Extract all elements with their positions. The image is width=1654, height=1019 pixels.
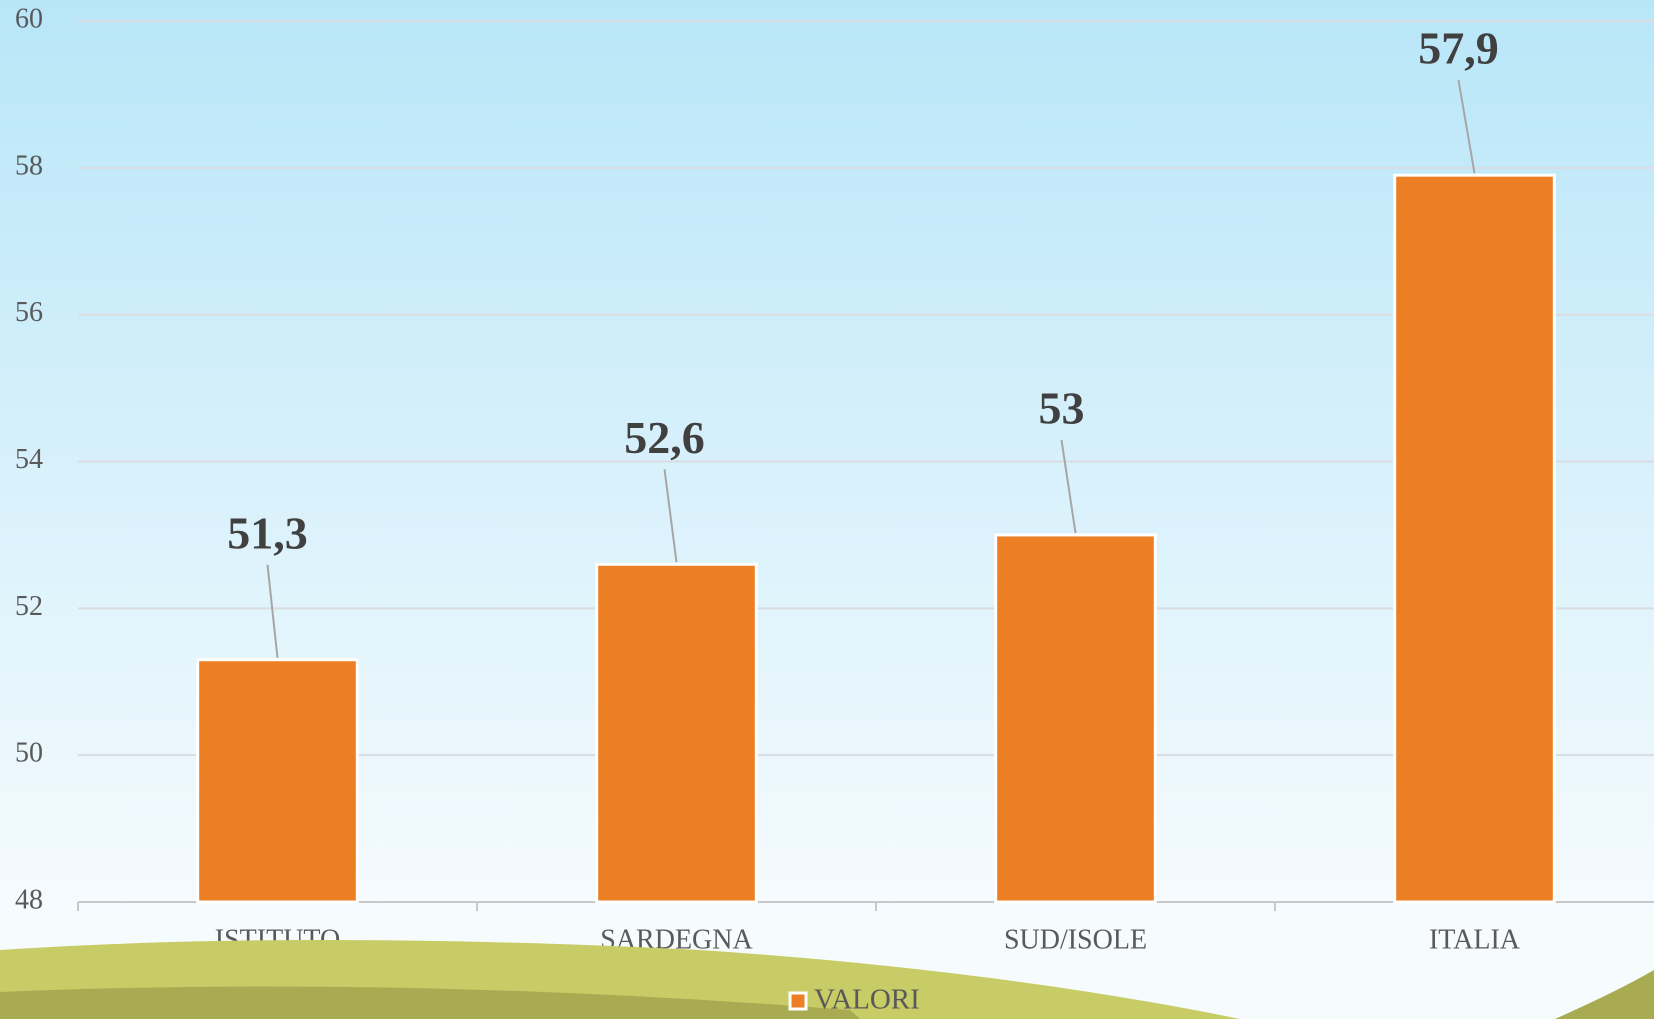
y-tick-label: 54 [15,444,43,475]
x-tick-label: ITALIA [1429,924,1521,955]
bar [1393,173,1556,904]
y-tick-label: 60 [15,3,43,34]
leader-line [1060,439,1077,534]
leader-line [1457,80,1476,174]
legend-label: VALORI [814,984,920,1016]
data-label: 57,9 [1418,23,1499,74]
data-label: 51,3 [227,507,308,558]
bar [994,533,1157,904]
x-tick-label: SUD/ISOLE [1004,924,1147,955]
y-tick-label: 50 [15,738,43,769]
y-tick-label: 56 [15,297,43,328]
y-tick-label: 48 [15,884,43,915]
leader-line [266,564,279,658]
y-tick-label: 58 [15,150,43,181]
data-label: 52,6 [624,412,705,463]
data-label: 53 [1039,382,1085,433]
bar [196,658,359,904]
y-tick-label: 52 [15,591,43,622]
hill [0,986,860,1019]
leader-line [663,469,678,563]
legend-swatch [788,991,808,1011]
hill [1555,970,1654,1019]
bar [595,562,758,904]
